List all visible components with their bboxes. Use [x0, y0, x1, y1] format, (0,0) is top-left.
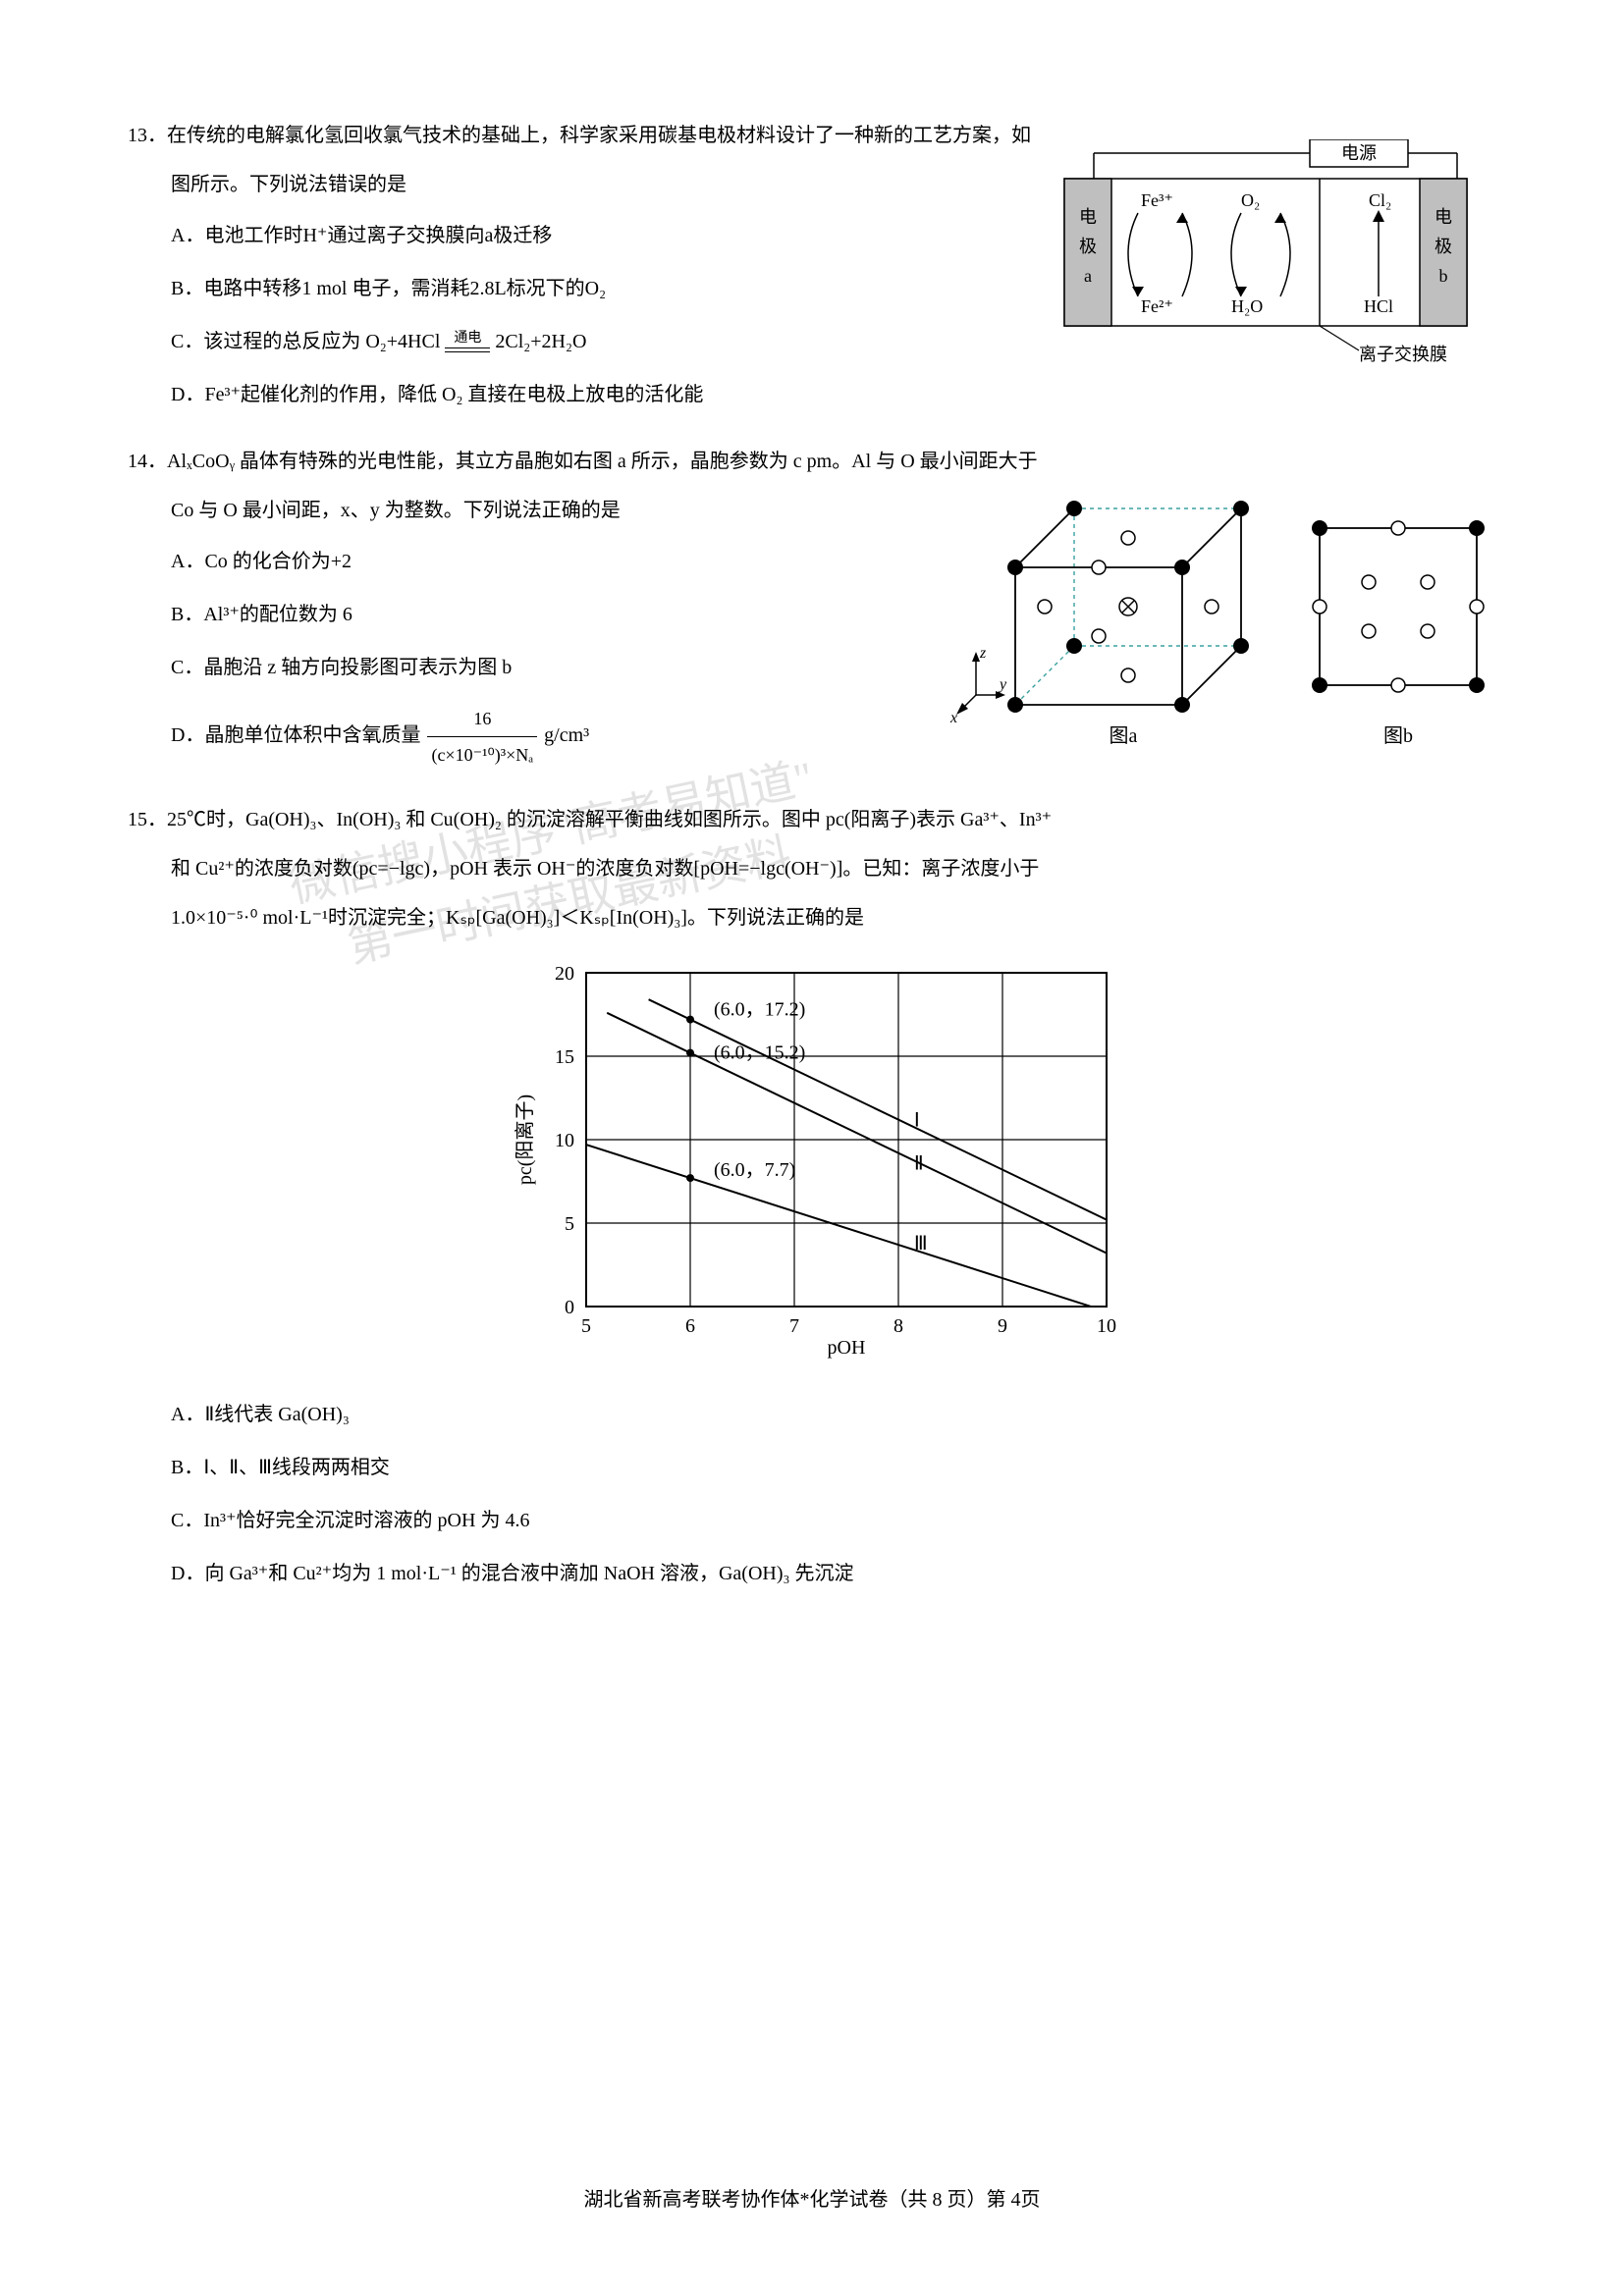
q15-option-d: D．向 Ga³⁺和 Cu²⁺均为 1 mol·L⁻¹ 的混合液中滴加 NaOH … [171, 1554, 1496, 1593]
svg-text:10: 10 [1097, 1315, 1116, 1337]
question-15: 微信搜小程序"高考易知道" 第一时间获取最新资料 15．25℃时，Ga(OH)₃… [128, 802, 1496, 1593]
question-13: 13．在传统的电解氯化氢回收氯气技术的基础上，科学家采用碳基电极材料设计了一种新… [128, 118, 1496, 414]
q14-option-b: B．Al³⁺的配位数为 6 [171, 595, 717, 634]
h2o-label: H₂O [1231, 296, 1263, 316]
svg-text:7: 7 [789, 1315, 799, 1337]
svg-text:5: 5 [581, 1315, 591, 1337]
q14-stem: 14．AlₓCoOᵧ 晶体有特殊的光电性能，其立方晶胞如右图 a 所示，晶胞参数… [128, 444, 1496, 479]
svg-text:6: 6 [685, 1315, 695, 1337]
crystal-svg: z y x 图a 图b [947, 489, 1496, 764]
fe3-label: Fe³⁺ [1141, 190, 1173, 210]
svg-text:10: 10 [555, 1130, 574, 1151]
circuit-diagram: 电源 电 极 a 电 极 b 离子交换膜 Fe³⁺ Fe²⁺ O₂ H₂ [1035, 139, 1496, 365]
q14-d-pre: D．晶胞单位体积中含氧质量 [171, 724, 420, 746]
svg-text:0: 0 [565, 1297, 574, 1318]
cube-a: z y x 图a [949, 501, 1249, 747]
q15-option-b: B．Ⅰ、Ⅱ、Ⅲ线段两两相交 [171, 1448, 1496, 1487]
q15-stem-a: 25℃时，Ga(OH)₃、In(OH)₃ 和 Cu(OH)₂ 的沉淀溶解平衡曲线… [167, 809, 1052, 830]
q14-d-num: 16 [427, 701, 537, 737]
q15-option-a: A．Ⅱ线代表 Ga(OH)₃ [171, 1395, 1496, 1434]
fig-a-label: 图a [1110, 725, 1138, 747]
q13-option-b: B．电路中转移1 mol 电子，需消耗2.8L标况下的O₂ [171, 269, 835, 308]
circuit-svg: 电源 电 极 a 电 极 b 离子交换膜 Fe³⁺ Fe²⁺ O₂ H₂ [1035, 139, 1496, 365]
q14-option-c: C．晶胞沿 z 轴方向投影图可表示为图 b [171, 648, 717, 687]
svg-text:Ⅲ: Ⅲ [914, 1233, 928, 1255]
q14-option-a: A．Co 的化合价为+2 [171, 542, 717, 581]
svg-text:5: 5 [565, 1213, 574, 1235]
q13-number: 13． [128, 125, 167, 146]
page-footer: 湖北省新高考联考协作体*化学试卷（共 8 页）第 4页 [0, 2182, 1624, 2217]
fe2-label: Fe²⁺ [1141, 296, 1173, 316]
svg-text:y: y [998, 676, 1007, 693]
svg-text:a: a [1084, 266, 1092, 286]
q14-options: A．Co 的化合价为+2 B．Al³⁺的配位数为 6 C．晶胞沿 z 轴方向投影… [128, 542, 717, 773]
q15-number: 15． [128, 809, 167, 830]
svg-text:pc(阳离子): pc(阳离子) [514, 1095, 536, 1185]
q15-stem-line3: 1.0×10⁻⁵·⁰ mol·L⁻¹时沉淀完全；Kₛₚ[Ga(OH)₃]＜Kₛₚ… [128, 900, 1496, 935]
q13-option-d: D．Fe³⁺起催化剂的作用，降低 O₂ 直接在电极上放电的活化能 [171, 375, 835, 414]
svg-text:15: 15 [555, 1046, 574, 1068]
crystal-diagram: z y x 图a 图b [947, 489, 1496, 764]
svg-text:(6.0，17.2): (6.0，17.2) [714, 999, 805, 1021]
svg-text:极: 极 [1079, 237, 1097, 256]
svg-text:8: 8 [893, 1315, 903, 1337]
solubility-chart: 567891005101520(6.0，17.2)(6.0，15.2)(6.0，… [498, 953, 1126, 1365]
axes-icon: z y x [949, 645, 1007, 726]
power-label: 电源 [1341, 143, 1377, 163]
q14-d-fraction: 16 (c×10⁻¹⁰)³×Nₐ [427, 701, 537, 773]
membrane-label: 离子交换膜 [1359, 345, 1447, 364]
chart-container: 567891005101520(6.0，17.2)(6.0，15.2)(6.0，… [128, 953, 1496, 1377]
q13-options: A．电池工作时H⁺通过离子交换膜向a极迁移 B．电路中转移1 mol 电子，需消… [128, 216, 835, 414]
q14-d-post: g/cm³ [544, 724, 589, 746]
svg-text:极: 极 [1435, 237, 1452, 256]
q15-option-c: C．In³⁺恰好完全沉淀时溶液的 pOH 为 4.6 [171, 1501, 1496, 1540]
svg-text:Ⅰ: Ⅰ [914, 1109, 920, 1131]
cl2-label: Cl₂ [1369, 190, 1391, 210]
svg-text:x: x [949, 710, 957, 726]
svg-text:(6.0，7.7): (6.0，7.7) [714, 1159, 795, 1181]
svg-text:20: 20 [555, 963, 574, 985]
svg-text:b: b [1439, 266, 1448, 286]
svg-text:Ⅱ: Ⅱ [914, 1153, 924, 1175]
q14-option-d: D．晶胞单位体积中含氧质量 16 (c×10⁻¹⁰)³×Nₐ g/cm³ [171, 701, 717, 773]
q13-c-over: 通电 [445, 332, 490, 346]
q14-number: 14． [128, 451, 167, 472]
q15-options: A．Ⅱ线代表 Ga(OH)₃ B．Ⅰ、Ⅱ、Ⅲ线段两两相交 C．In³⁺恰好完全沉… [128, 1395, 1496, 1593]
svg-text:电: 电 [1079, 207, 1097, 227]
q13-c-condition: 通电 [445, 332, 490, 354]
svg-text:电: 电 [1435, 207, 1452, 227]
q13-c-pre: C．该过程的总反应为 O₂+4HCl [171, 331, 440, 352]
q14-d-den: (c×10⁻¹⁰)³×Nₐ [427, 737, 537, 773]
q15-stem: 15．25℃时，Ga(OH)₃、In(OH)₃ 和 Cu(OH)₂ 的沉淀溶解平… [128, 802, 1496, 837]
q15-stem-line2: 和 Cu²⁺的浓度负对数(pc=−lgc)，pOH 表示 OH⁻的浓度负对数[p… [128, 851, 1496, 886]
question-14: 14．AlₓCoOᵧ 晶体有特殊的光电性能，其立方晶胞如右图 a 所示，晶胞参数… [128, 444, 1496, 773]
hcl-label: HCl [1364, 296, 1393, 316]
o2-label: O₂ [1241, 190, 1260, 210]
cube-b-projection: 图b [1312, 520, 1485, 747]
fig-b-label: 图b [1383, 725, 1413, 747]
svg-text:(6.0，15.2): (6.0，15.2) [714, 1042, 805, 1064]
q13-option-a: A．电池工作时H⁺通过离子交换膜向a极迁移 [171, 216, 835, 255]
svg-text:pOH: pOH [828, 1337, 866, 1359]
q13-c-post: 2Cl₂+2H₂O [495, 331, 586, 352]
q14-stem-a: AlₓCoOᵧ 晶体有特殊的光电性能，其立方晶胞如右图 a 所示，晶胞参数为 c… [167, 451, 1038, 472]
q13-option-c: C．该过程的总反应为 O₂+4HCl 通电 2Cl₂+2H₂O [171, 322, 835, 361]
svg-text:9: 9 [998, 1315, 1007, 1337]
svg-text:z: z [979, 645, 987, 662]
q13-stem-a: 在传统的电解氯化氢回收氯气技术的基础上，科学家采用碳基电极材料设计了一种新的工艺… [167, 125, 1031, 146]
